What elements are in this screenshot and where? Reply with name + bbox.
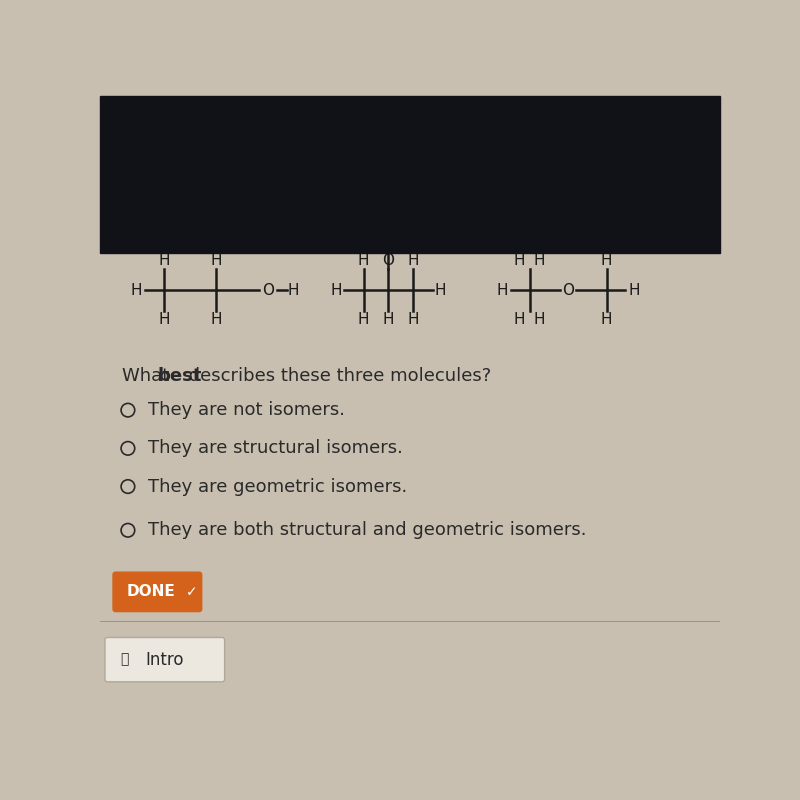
Text: DONE: DONE [127,584,176,599]
Text: best: best [158,367,202,386]
Text: H: H [601,253,612,268]
Text: H: H [287,282,298,298]
Text: describes these three molecules?: describes these three molecules? [183,367,491,386]
FancyBboxPatch shape [113,572,202,611]
Text: H: H [158,253,170,268]
Text: H: H [601,312,612,327]
Text: Intro: Intro [146,650,184,669]
FancyBboxPatch shape [105,638,225,682]
Text: H: H [534,253,546,268]
Text: O: O [562,282,574,298]
Text: 🔊: 🔊 [121,653,129,666]
Text: O: O [262,282,274,298]
Text: ✓: ✓ [186,585,198,599]
Text: H: H [210,312,222,327]
Text: H: H [358,253,370,268]
Text: They are geometric isomers.: They are geometric isomers. [148,478,408,495]
Text: H: H [382,312,394,327]
Text: H: H [534,312,546,327]
Text: H: H [330,282,342,298]
Text: H: H [130,282,142,298]
Text: O: O [382,253,394,268]
Text: They are structural isomers.: They are structural isomers. [148,439,403,458]
Text: H: H [382,216,394,231]
Text: H: H [514,253,526,268]
Bar [100,96,720,253]
Text: H: H [358,312,370,327]
Text: H: H [158,312,170,327]
Text: They are both structural and geometric isomers.: They are both structural and geometric i… [148,522,587,539]
Text: H: H [434,282,446,298]
Text: H: H [210,253,222,268]
Text: What: What [122,367,174,386]
Text: H: H [407,312,419,327]
Text: They are not isomers.: They are not isomers. [148,401,346,419]
Text: H: H [628,282,639,298]
Text: H: H [514,312,526,327]
Text: H: H [497,282,508,298]
Text: H: H [407,253,419,268]
